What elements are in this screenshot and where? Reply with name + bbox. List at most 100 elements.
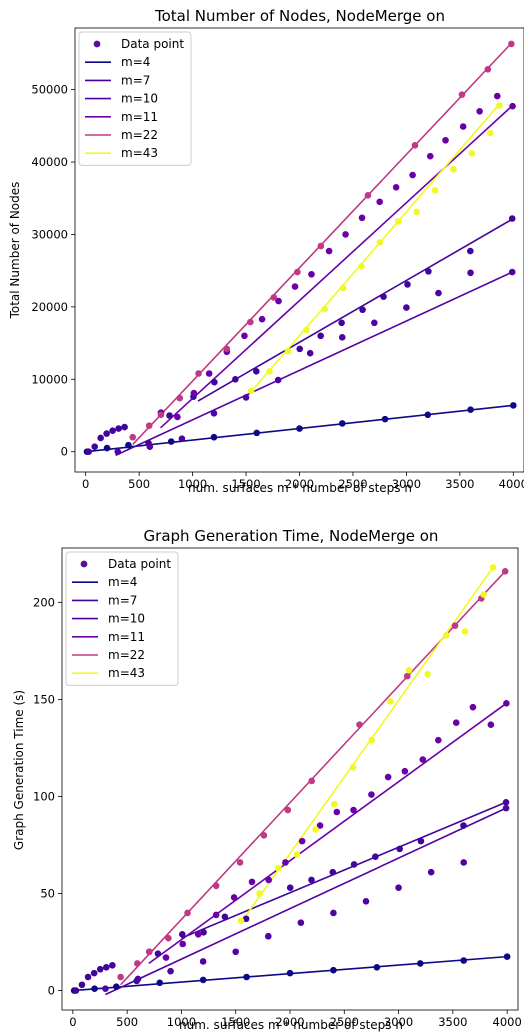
data-point-m=22: [129, 433, 137, 441]
data-point-m=11: [316, 822, 324, 829]
nodes-chart: Total Number of Nodes, NodeMerge on 0 500…: [8, 7, 524, 495]
data-point-m=11: [358, 214, 366, 222]
data-point-m=4: [253, 429, 261, 437]
x-tick-label: 500: [128, 477, 150, 491]
data-point-m=7: [460, 822, 467, 829]
x-tick-label: 2000: [285, 477, 314, 491]
data-point-m=11: [426, 152, 434, 160]
data-point-m=22: [184, 909, 191, 917]
data-point-m=43: [413, 208, 420, 216]
legend-box: [78, 31, 192, 166]
data-point-m=7: [103, 430, 110, 437]
data-point-m=7: [97, 434, 104, 442]
data-point-m=10: [508, 268, 516, 276]
data-point-m=11: [282, 859, 289, 866]
data-point-m=7: [396, 845, 403, 853]
fit-line-m=10: [115, 271, 513, 457]
data-point-m=11: [368, 791, 375, 798]
data-point-m=43: [303, 326, 310, 334]
data-point-m=22: [284, 806, 292, 814]
data-point-m=4: [210, 433, 218, 441]
y-tick-label: 50: [40, 887, 55, 901]
data-point-m=7: [404, 281, 411, 288]
data-point-m=10: [297, 919, 305, 926]
data-point-m=22: [145, 422, 153, 429]
data-point-m=7: [317, 332, 324, 340]
data-point-m=43: [480, 591, 487, 598]
data-point-m=4: [91, 985, 98, 992]
data-point-m=11: [342, 231, 349, 238]
data-point-m=22: [270, 294, 278, 301]
data-point-m=11: [350, 806, 357, 814]
y-tick-label: 10000: [31, 372, 68, 386]
data-point-m=7: [154, 950, 162, 958]
data-point-m=4: [286, 969, 294, 977]
data-point-m=22: [223, 345, 231, 353]
data-point-m=11: [275, 297, 282, 305]
data-point-m=43: [443, 632, 450, 639]
data-point-m=7: [109, 427, 116, 435]
data-point-m=7: [96, 965, 104, 973]
data-point-m=10: [330, 909, 337, 917]
data-point-m=11: [459, 123, 467, 130]
data-point-m=7: [90, 969, 98, 977]
data-point-m=7: [296, 345, 304, 353]
data-point-m=10: [134, 975, 142, 983]
data-point-m=11: [376, 198, 383, 206]
data-point-m=11: [442, 136, 449, 144]
data-point-m=4: [296, 425, 303, 432]
data-point-m=22: [145, 948, 153, 956]
data-point-m=10: [242, 394, 250, 401]
data-point-m=43: [256, 890, 263, 897]
data-point-m=4: [167, 438, 175, 445]
time-chart: Graph Generation Time, NodeMerge on 0 500…: [12, 527, 522, 1032]
data-point-m=4: [156, 979, 164, 987]
data-point-m=11: [308, 270, 315, 278]
data-point-m=4: [510, 402, 517, 409]
data-point-m=10: [199, 958, 207, 965]
data-point-m=11: [384, 773, 392, 781]
data-point-m=7: [178, 930, 186, 938]
data-point-m=43: [266, 368, 273, 375]
data-point-m=10: [460, 859, 468, 866]
data-point-m=11: [291, 283, 299, 290]
data-point-m=22: [403, 672, 411, 680]
y-tick-label: 30000: [31, 227, 68, 241]
data-point-m=7: [121, 423, 128, 431]
data-point-m=10: [232, 948, 240, 956]
data-point-m=43: [496, 102, 503, 109]
data-point-m=7: [467, 247, 474, 255]
data-point-m=43: [486, 129, 494, 137]
data-point-m=7: [84, 973, 92, 981]
y-tick-label: 40000: [31, 155, 68, 169]
data-point-m=22: [176, 394, 184, 402]
data-point-m=7: [338, 319, 345, 327]
data-point-m=7: [232, 375, 239, 383]
data-point-m=43: [405, 666, 413, 674]
data-point-m=7: [372, 853, 379, 860]
data-point-m=43: [394, 218, 402, 225]
legend-label: Data point: [121, 37, 184, 51]
x-axis-label: num. surfaces m * number of steps n: [179, 1018, 403, 1032]
legend-label: m=10: [121, 92, 158, 106]
data-point-m=11: [452, 719, 460, 727]
data-point-m=11: [248, 878, 256, 886]
data-point-m=7: [78, 981, 86, 989]
data-point-m=22: [356, 721, 363, 728]
data-point-m=4: [112, 983, 120, 991]
data-point-m=4: [373, 963, 381, 971]
data-point-m=4: [381, 415, 389, 423]
legend-label: m=10: [108, 612, 145, 626]
data-point-m=10: [264, 932, 272, 940]
data-point-m=11: [190, 389, 198, 397]
data-point-m=7: [72, 987, 80, 994]
y-axis-label: Graph Generation Time (s): [12, 690, 26, 850]
data-point-m=10: [467, 269, 474, 277]
data-point-m=22: [508, 40, 515, 48]
y-tick-label: 200: [33, 595, 55, 609]
data-point-m=7: [200, 929, 207, 936]
legend-label: m=22: [121, 128, 158, 142]
x-tick-label: 2500: [338, 477, 367, 491]
data-point-m=43: [461, 628, 469, 635]
legend-label: m=7: [108, 593, 137, 607]
